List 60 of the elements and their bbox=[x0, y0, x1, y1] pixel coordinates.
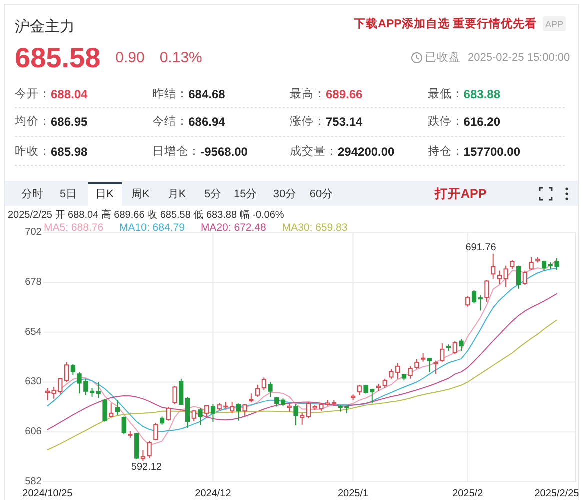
text: 685.58 bbox=[15, 42, 101, 74]
x-tick-label: 2024/10/25 bbox=[22, 488, 74, 500]
text: 持仓： bbox=[428, 144, 464, 158]
text: 683.88 bbox=[464, 87, 501, 102]
text: 684.68 bbox=[188, 87, 226, 102]
text: 30分 bbox=[273, 188, 297, 200]
text: 616.20 bbox=[464, 115, 501, 130]
text: 753.14 bbox=[326, 115, 364, 130]
text: 2025-02-25 15:00:00 bbox=[468, 52, 570, 64]
text: 分时 bbox=[22, 188, 44, 200]
x-tick-label: 2025/2/25 bbox=[534, 488, 580, 500]
text: 689.66 bbox=[326, 87, 364, 102]
text: 今开： bbox=[15, 87, 51, 100]
chart-subtitle: 2025/2/25 开 688.04 高 689.66 收 685.58 低 683.88 幅 -0.06% bbox=[8, 209, 284, 221]
annotation: 691.76 bbox=[466, 242, 497, 254]
text: APP bbox=[545, 20, 564, 30]
x-tick-label: 2025/2 bbox=[452, 488, 484, 500]
text: 已收盘 bbox=[425, 51, 461, 64]
text: 昨收： bbox=[15, 144, 51, 158]
text: 688.04 bbox=[51, 87, 88, 102]
text: MA20: 672.48 bbox=[200, 222, 266, 234]
chart-title: 沪金主力 bbox=[15, 18, 75, 36]
x-tick-label: 2024/12 bbox=[195, 488, 232, 500]
y-tick-label: 582 bbox=[25, 476, 42, 488]
text: 均价： bbox=[14, 115, 51, 128]
text: 打开APP bbox=[434, 187, 487, 201]
text: 最高： bbox=[290, 86, 326, 100]
text: 60分 bbox=[310, 188, 334, 200]
annotation: 592.12 bbox=[131, 462, 162, 473]
text: 15分 bbox=[234, 188, 258, 200]
text: 0.13% bbox=[160, 50, 202, 66]
text: 涨停： bbox=[290, 115, 326, 128]
text: 157700.00 bbox=[464, 144, 521, 159]
y-tick-label: 702 bbox=[25, 227, 42, 238]
text: 0.90 bbox=[116, 50, 145, 66]
y-tick-label: 678 bbox=[25, 276, 42, 288]
text: 686.94 bbox=[188, 115, 226, 130]
text: 最低： bbox=[428, 87, 464, 100]
text: 跌停： bbox=[428, 115, 464, 128]
text: 昨结： bbox=[152, 87, 189, 100]
text: 今结： bbox=[152, 115, 189, 128]
text: MA30: 659.83 bbox=[282, 222, 348, 234]
text: -9568.00 bbox=[200, 144, 248, 159]
text: 685.98 bbox=[51, 144, 88, 159]
y-tick-label: 606 bbox=[25, 426, 42, 438]
text: 下载APP添加自选 重要行情优先看 bbox=[353, 16, 537, 30]
text: 成交量： bbox=[290, 144, 338, 158]
text: 周K bbox=[132, 188, 151, 200]
text: 日增仓： bbox=[152, 144, 201, 158]
text: 月K bbox=[168, 188, 187, 200]
y-tick-label: 630 bbox=[25, 376, 42, 388]
text: MA5: 688.76 bbox=[44, 222, 104, 234]
text: 5日 bbox=[60, 188, 78, 200]
x-tick-label: 2025/1 bbox=[338, 488, 370, 500]
y-tick-label: 654 bbox=[25, 326, 42, 338]
text: 日K bbox=[96, 188, 115, 200]
text: MA10: 684.79 bbox=[120, 222, 186, 234]
text: 686.95 bbox=[51, 115, 88, 130]
text: 5分 bbox=[204, 188, 222, 200]
text: 294200.00 bbox=[338, 144, 396, 159]
